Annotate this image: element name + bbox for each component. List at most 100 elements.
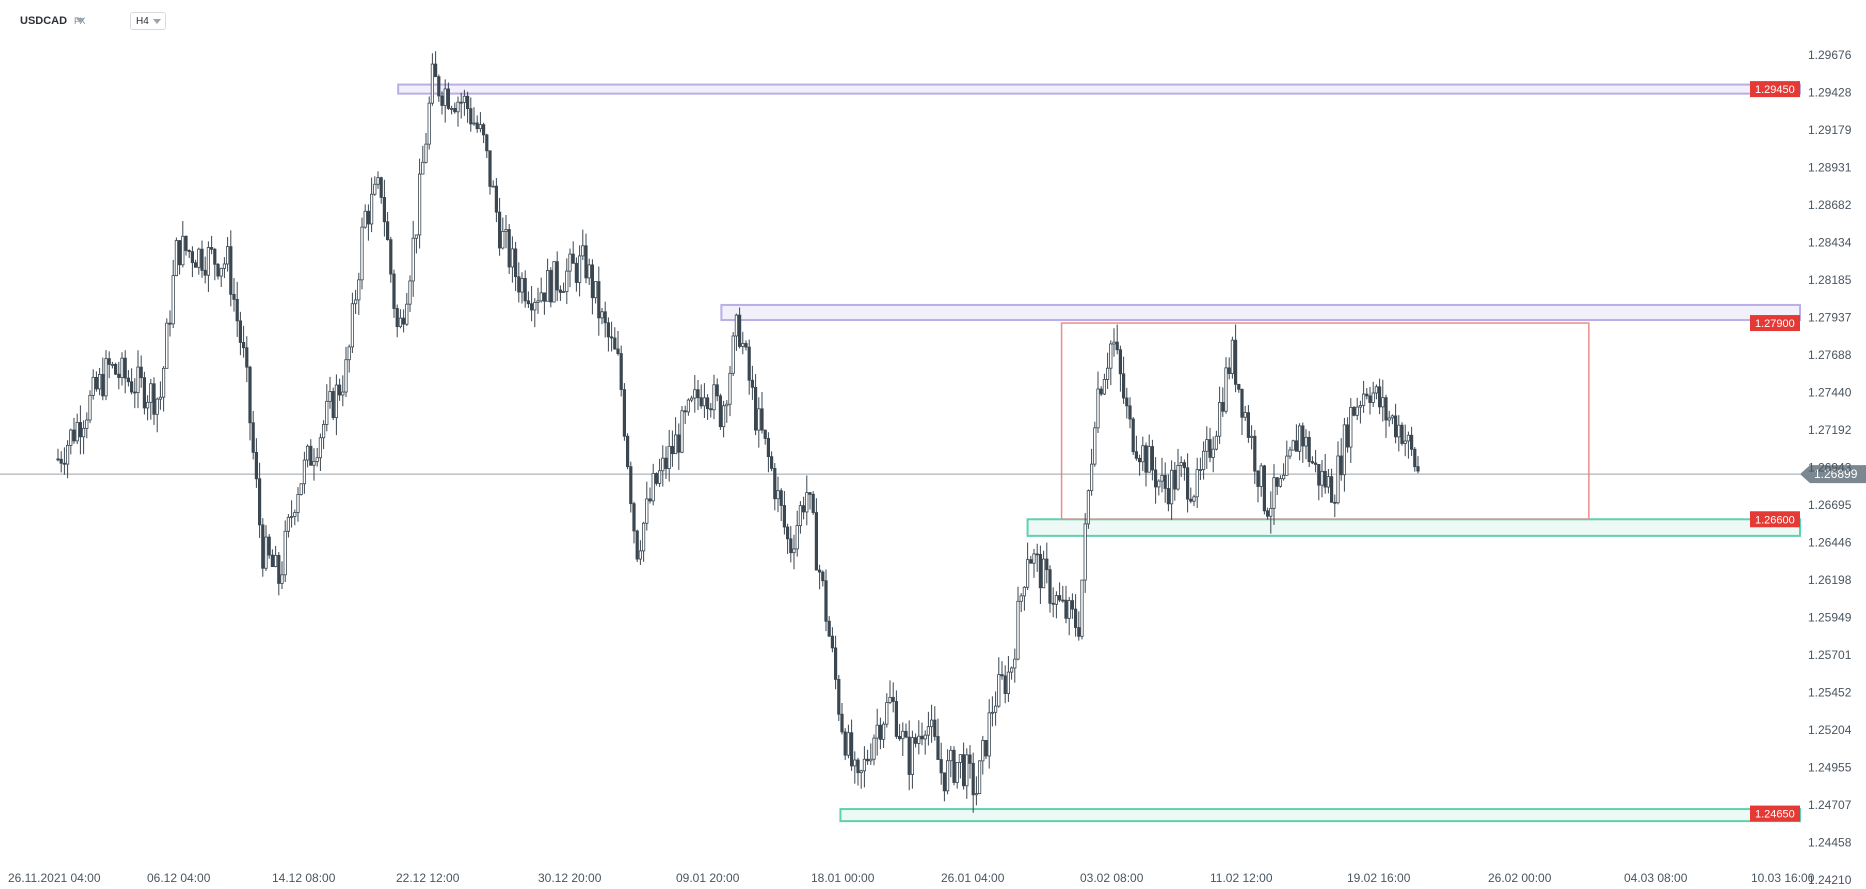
candle-body	[1070, 600, 1074, 610]
candle-body	[1186, 467, 1190, 500]
candle-body	[145, 401, 150, 409]
candle-body	[293, 512, 297, 517]
candle-body	[1285, 455, 1289, 476]
candle-body	[1003, 675, 1007, 694]
candle-body	[401, 317, 406, 325]
candle-body	[603, 311, 607, 324]
candle-body	[267, 536, 271, 556]
y-tick-label: 1.25949	[1808, 611, 1852, 625]
candle-body	[1083, 523, 1087, 581]
candle-body	[776, 490, 780, 500]
candle-body	[514, 248, 518, 278]
candle-body	[501, 231, 505, 249]
candle-body	[1214, 435, 1218, 450]
candle-body	[984, 739, 988, 757]
y-tick-label: 1.28185	[1808, 273, 1852, 287]
candle-body	[411, 237, 415, 282]
candle-body	[347, 346, 351, 361]
candle-body	[1054, 595, 1058, 605]
candle-body	[1064, 599, 1068, 619]
y-tick-label: 1.26943	[1808, 461, 1852, 475]
candle-body	[1342, 424, 1346, 476]
candle-body	[517, 276, 521, 293]
candle-body	[907, 736, 911, 775]
candle-body	[1346, 424, 1350, 448]
candle-body	[1288, 449, 1292, 457]
candle-body	[296, 494, 300, 513]
candle-body	[193, 262, 198, 268]
candle-body	[213, 248, 217, 265]
candle-body	[171, 275, 175, 325]
level-price-label: 1.24650	[1755, 809, 1795, 821]
candle-body	[91, 376, 95, 396]
candle-body	[216, 263, 220, 277]
candle-body	[309, 445, 313, 466]
candle-body	[594, 281, 598, 299]
candle-body	[638, 550, 643, 560]
candle-body	[699, 397, 703, 407]
candle-body	[866, 758, 870, 762]
candle-body	[667, 445, 671, 469]
candle-body	[110, 363, 114, 366]
candle-body	[542, 292, 547, 302]
candle-body	[305, 445, 310, 461]
candle-body	[792, 548, 796, 554]
candle-body	[1074, 608, 1078, 628]
candle-body	[1115, 341, 1119, 351]
y-tick-label: 1.26695	[1808, 498, 1852, 512]
candle-body	[1128, 405, 1132, 420]
timeframe-chevron-down-icon	[153, 19, 161, 24]
candle-body	[174, 240, 178, 277]
x-tick-label: 11.02 12:00	[1210, 871, 1273, 885]
candle-body	[472, 122, 476, 125]
candle-body	[1141, 445, 1145, 463]
candle-body	[1042, 558, 1046, 589]
candle-body	[1016, 600, 1020, 660]
candle-body	[1326, 476, 1330, 488]
candle-body	[1307, 436, 1311, 462]
y-tick-label: 1.28434	[1808, 235, 1852, 249]
candle-body	[1262, 465, 1266, 512]
y-axis: 1.29676 1.29428 1.29179 1.28931 1.28682 1.284…	[1808, 48, 1852, 887]
candle-body	[674, 434, 678, 455]
candle-body	[1320, 470, 1324, 486]
candle-body	[1381, 397, 1385, 408]
candle-body	[1237, 383, 1241, 390]
candle-body	[626, 435, 630, 468]
timeframe-select[interactable]: H4	[130, 12, 166, 30]
candle-body	[706, 397, 710, 410]
candle-body	[190, 251, 194, 264]
candle-body	[942, 772, 947, 792]
candle-body	[1362, 393, 1366, 406]
candle-body	[773, 468, 777, 500]
candle-body	[1355, 406, 1359, 416]
candle-body	[741, 343, 745, 347]
candle-body	[1413, 448, 1417, 468]
candle-body	[1080, 579, 1084, 637]
candle-body	[369, 193, 374, 225]
candle-body	[414, 234, 419, 239]
candle-body	[69, 429, 73, 446]
candle-body	[264, 536, 268, 569]
candle-body	[744, 343, 748, 348]
candle-body	[1275, 477, 1279, 487]
level-price-badge	[1750, 315, 1800, 332]
candle-body	[536, 300, 540, 303]
y-tick-label: 1.25701	[1808, 648, 1852, 662]
candle-body	[648, 498, 652, 502]
candle-body	[629, 466, 633, 505]
candle-body	[366, 210, 371, 225]
candle-body	[1218, 402, 1222, 437]
candle-body	[555, 261, 559, 291]
candle-body	[590, 264, 595, 299]
candle-body	[718, 395, 723, 428]
candle-body	[971, 762, 975, 796]
symbol-label[interactable]: USDCAD	[20, 15, 68, 27]
candle-body	[273, 554, 278, 568]
candle-body	[1368, 395, 1372, 403]
candle-body	[456, 101, 460, 113]
candle-body	[1010, 667, 1014, 673]
candle-body	[683, 410, 687, 413]
symbol-chevron-down-icon[interactable]	[76, 18, 84, 23]
